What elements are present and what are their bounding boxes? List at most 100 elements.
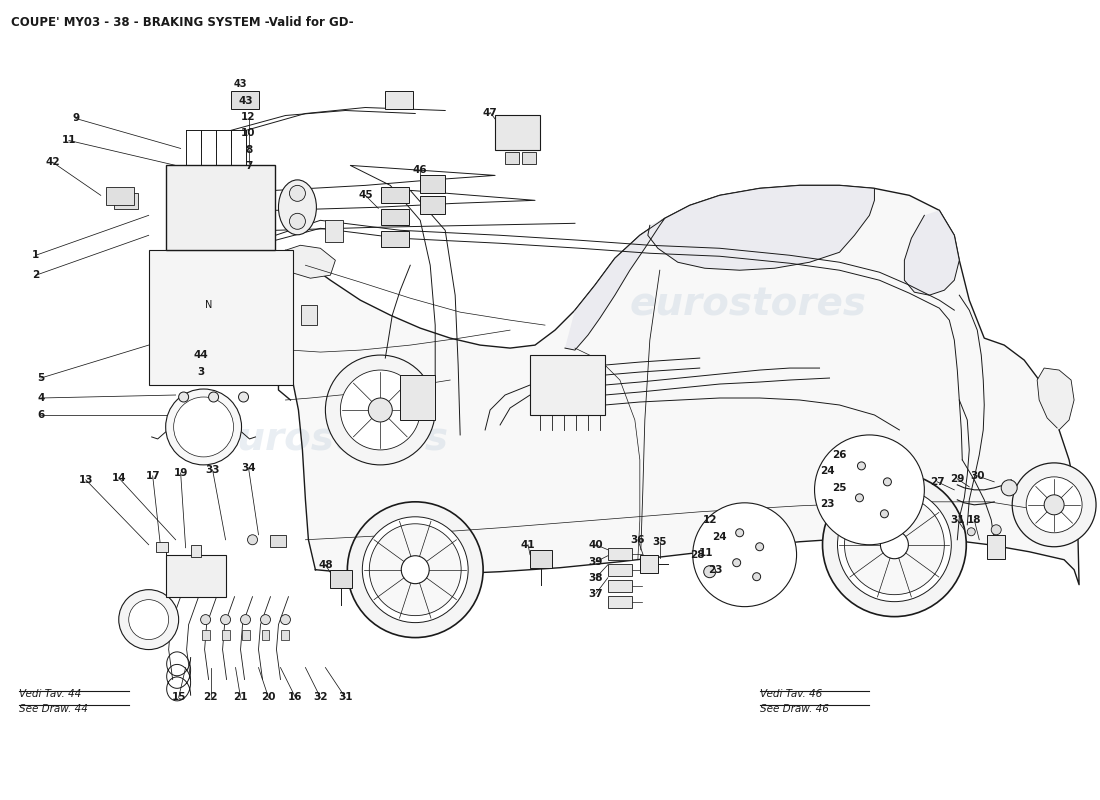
Text: 2: 2 <box>32 270 40 280</box>
Text: 25: 25 <box>833 483 847 493</box>
Circle shape <box>858 462 866 470</box>
Text: Vedi Tav. 46: Vedi Tav. 46 <box>760 690 822 699</box>
Text: 21: 21 <box>233 693 248 702</box>
Circle shape <box>845 495 944 594</box>
Circle shape <box>756 542 763 550</box>
Text: See Draw. 46: See Draw. 46 <box>760 705 828 714</box>
Text: 15: 15 <box>172 693 186 702</box>
Text: 18: 18 <box>967 514 981 525</box>
Circle shape <box>1044 495 1064 515</box>
Bar <box>271 534 286 546</box>
Text: 7: 7 <box>245 162 252 171</box>
Polygon shape <box>904 210 959 295</box>
Circle shape <box>1026 477 1082 533</box>
Text: 16: 16 <box>288 693 302 702</box>
Bar <box>530 355 605 415</box>
Text: 32: 32 <box>314 693 328 702</box>
Text: 46: 46 <box>412 166 428 175</box>
Text: 27: 27 <box>930 477 945 487</box>
Circle shape <box>733 558 740 566</box>
Text: 6: 6 <box>37 410 44 420</box>
Text: 29: 29 <box>950 474 965 484</box>
Text: 36: 36 <box>630 534 645 545</box>
Text: 22: 22 <box>204 693 218 702</box>
Bar <box>201 630 210 639</box>
Circle shape <box>402 556 429 584</box>
Circle shape <box>362 517 469 622</box>
Bar <box>420 196 446 214</box>
Text: 33: 33 <box>206 465 220 475</box>
Bar <box>221 630 230 639</box>
Circle shape <box>837 488 952 602</box>
Circle shape <box>1012 463 1096 546</box>
Text: 37: 37 <box>588 589 603 598</box>
Circle shape <box>752 573 760 581</box>
Circle shape <box>991 525 1001 534</box>
Text: 43: 43 <box>239 95 253 106</box>
Text: 10: 10 <box>241 129 256 138</box>
Text: 45: 45 <box>358 190 373 200</box>
Text: 17: 17 <box>145 471 160 481</box>
Circle shape <box>261 614 271 625</box>
Text: N: N <box>205 300 212 310</box>
Polygon shape <box>1037 368 1074 430</box>
Circle shape <box>129 600 168 639</box>
Circle shape <box>289 214 306 230</box>
Polygon shape <box>275 186 1079 585</box>
Circle shape <box>370 524 461 616</box>
Bar <box>148 250 294 385</box>
Text: 35: 35 <box>652 537 667 546</box>
Circle shape <box>200 614 210 625</box>
Circle shape <box>368 398 393 422</box>
Text: See Draw. 44: See Draw. 44 <box>19 705 88 714</box>
Circle shape <box>348 502 483 638</box>
Bar <box>522 153 536 165</box>
Text: eurostores: eurostores <box>629 285 866 323</box>
Circle shape <box>166 389 242 465</box>
Bar <box>190 545 200 557</box>
Bar <box>385 90 414 109</box>
Circle shape <box>1001 480 1018 496</box>
Bar <box>382 231 409 247</box>
Bar <box>987 534 1005 558</box>
Circle shape <box>736 529 744 537</box>
Circle shape <box>814 435 924 545</box>
Ellipse shape <box>278 180 317 234</box>
Circle shape <box>239 392 249 402</box>
Bar <box>608 564 631 576</box>
Text: Vedi Tav. 44: Vedi Tav. 44 <box>19 690 81 699</box>
Text: 42: 42 <box>45 158 60 167</box>
Text: 19: 19 <box>174 468 188 478</box>
Circle shape <box>693 503 796 606</box>
Text: 3: 3 <box>197 367 205 377</box>
Text: 31: 31 <box>950 514 965 525</box>
Circle shape <box>248 534 257 545</box>
Bar <box>608 548 631 560</box>
Bar <box>530 550 552 568</box>
Text: 9: 9 <box>73 114 79 123</box>
Circle shape <box>241 614 251 625</box>
Text: 43: 43 <box>234 78 248 89</box>
Text: 40: 40 <box>588 540 603 550</box>
Bar <box>382 210 409 226</box>
Bar <box>382 187 409 203</box>
Bar <box>608 580 631 592</box>
Polygon shape <box>565 218 664 350</box>
Bar <box>113 194 138 210</box>
Text: 13: 13 <box>78 475 94 485</box>
Bar <box>262 630 270 639</box>
Text: 39: 39 <box>588 557 603 566</box>
Bar <box>301 305 318 325</box>
Circle shape <box>209 392 219 402</box>
Text: 11: 11 <box>698 548 713 558</box>
Text: 20: 20 <box>261 693 276 702</box>
Bar <box>400 375 436 420</box>
Circle shape <box>174 397 233 457</box>
Bar <box>495 115 540 150</box>
Bar <box>326 220 343 242</box>
Circle shape <box>856 494 864 502</box>
Text: 4: 4 <box>37 393 45 403</box>
Text: 44: 44 <box>194 350 208 360</box>
Text: 23: 23 <box>821 499 835 509</box>
Bar <box>166 554 226 597</box>
